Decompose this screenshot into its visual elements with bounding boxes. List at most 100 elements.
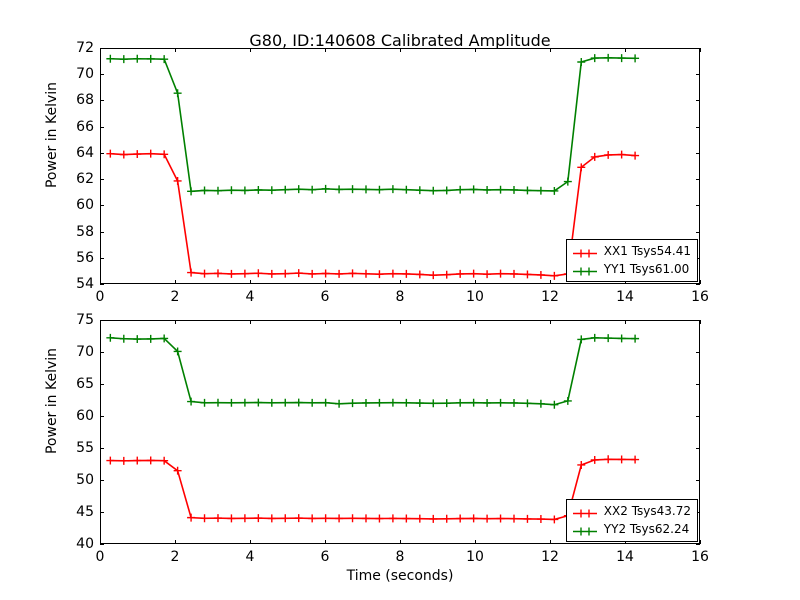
data-point-marker <box>470 514 478 522</box>
legend-item[interactable]: YY1 Tsys61.00 <box>572 262 691 277</box>
data-point-marker <box>577 163 585 171</box>
data-point-marker <box>631 152 639 160</box>
y-tick-label: 68 <box>76 92 94 109</box>
data-point-marker <box>106 457 114 465</box>
data-point-marker <box>295 399 303 407</box>
y-tick-label: 62 <box>76 171 94 188</box>
y-tick <box>696 48 700 49</box>
bottom-panel-legend[interactable]: XX2 Tsys43.72 YY2 Tsys62.24 <box>565 499 698 542</box>
y-tick <box>696 205 700 207</box>
data-point-marker <box>591 334 599 342</box>
data-point-marker <box>254 269 262 277</box>
y-tick-label: 60 <box>76 197 94 214</box>
data-point-marker <box>335 514 343 522</box>
x-tick <box>100 48 101 52</box>
data-point-marker <box>443 186 451 194</box>
legend-item[interactable]: YY2 Tsys62.24 <box>572 522 691 537</box>
data-point-marker <box>604 151 612 159</box>
data-point-marker <box>550 187 558 195</box>
data-point-marker <box>160 150 168 158</box>
data-point-marker <box>349 399 357 407</box>
x-tick <box>550 280 551 284</box>
x-tick-label: 16 <box>691 549 709 565</box>
y-tick-label: 54 <box>76 276 94 292</box>
y-tick <box>100 284 104 285</box>
data-point-marker <box>631 54 639 62</box>
y-tick-label: 50 <box>76 472 94 488</box>
y-tick <box>100 448 104 449</box>
x-tick <box>325 48 326 52</box>
y-tick-label: 70 <box>76 66 94 83</box>
data-point-marker <box>497 399 505 407</box>
x-tick-label: 4 <box>245 289 255 305</box>
legend-item[interactable]: XX2 Tsys43.72 <box>572 504 691 519</box>
data-point-marker <box>295 514 303 522</box>
series-line <box>110 58 635 192</box>
data-point-marker <box>523 515 531 523</box>
y-tick <box>100 320 104 321</box>
data-point-marker <box>416 399 424 407</box>
legend-marker-icon <box>572 245 598 258</box>
data-point-marker <box>281 270 289 278</box>
y-tick <box>100 352 104 353</box>
data-point-marker <box>443 271 451 279</box>
y-tick <box>696 231 700 233</box>
data-point-marker <box>362 514 370 522</box>
x-tick <box>400 48 401 52</box>
data-point-marker <box>402 186 410 194</box>
data-point-marker <box>187 398 195 406</box>
data-point-marker <box>241 514 249 522</box>
data-point-marker <box>308 186 316 194</box>
y-tick <box>696 284 700 285</box>
y-tick <box>100 231 104 233</box>
x-tick <box>400 280 401 284</box>
x-tick <box>550 320 551 324</box>
data-point-marker <box>510 399 518 407</box>
data-point-marker <box>389 185 397 193</box>
data-point-marker <box>362 185 370 193</box>
data-point-marker <box>281 399 289 407</box>
y-tick-label: 65 <box>76 376 94 392</box>
y-tick <box>100 100 104 102</box>
data-point-marker <box>497 515 505 523</box>
x-tick <box>475 280 476 284</box>
data-point-marker <box>550 272 558 280</box>
data-point-marker <box>268 399 276 407</box>
data-point-marker <box>349 185 357 193</box>
x-tick <box>250 320 251 324</box>
x-tick-label: 12 <box>541 289 559 305</box>
data-point-marker <box>281 514 289 522</box>
data-point-marker <box>618 54 626 62</box>
data-point-marker <box>510 186 518 194</box>
x-tick-label: 16 <box>691 289 709 305</box>
data-point-marker <box>201 186 209 194</box>
x-tick-label: 12 <box>541 549 559 565</box>
y-tick <box>100 257 104 259</box>
data-point-marker <box>147 55 155 63</box>
top-panel-legend[interactable]: XX1 Tsys54.41 YY1 Tsys61.00 <box>565 239 698 282</box>
data-point-marker <box>268 514 276 522</box>
data-point-marker <box>227 514 235 522</box>
y-tick <box>696 100 700 102</box>
data-point-marker <box>174 467 182 475</box>
data-point-marker <box>133 55 141 63</box>
x-tick <box>325 540 326 544</box>
data-point-marker <box>268 270 276 278</box>
x-tick <box>550 540 551 544</box>
data-point-marker <box>187 187 195 195</box>
data-point-marker <box>470 270 478 278</box>
x-tick <box>475 320 476 324</box>
data-point-marker <box>106 334 114 342</box>
data-point-marker <box>550 401 558 409</box>
data-point-marker <box>120 151 128 159</box>
bottom-panel-y-axis-title: Power in Kelvin <box>44 347 60 455</box>
data-point-marker <box>160 457 168 465</box>
data-point-marker <box>470 399 478 407</box>
data-point-marker <box>564 178 572 186</box>
legend-item[interactable]: XX1 Tsys54.41 <box>572 244 691 259</box>
series-0 <box>106 150 639 280</box>
data-point-marker <box>375 515 383 523</box>
data-point-marker <box>537 400 545 408</box>
x-tick-label: 10 <box>466 289 484 305</box>
